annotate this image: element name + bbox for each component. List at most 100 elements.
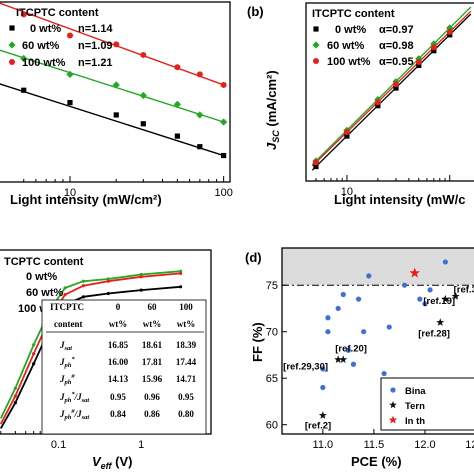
panel-b-ylabel-unit: (mA/cm²)	[264, 70, 279, 130]
panel-c-table-header: content	[54, 319, 83, 329]
panel-c-point	[13, 394, 17, 398]
panel-b-point	[312, 159, 319, 166]
panel-d-legend-label: In th	[405, 416, 425, 427]
panel-c-table-value: 16.85	[108, 340, 129, 350]
panel-d-ternary-point	[318, 411, 327, 419]
panel-d-ref-label: [ref.29,30]	[283, 362, 328, 373]
panel-a-frame	[0, 1, 231, 183]
panel-b-ylabel: JSC (mA/cm²)	[264, 70, 281, 150]
panel-c-point	[139, 272, 143, 277]
panel-b-point	[446, 28, 453, 35]
panel-b-legend-name: 100 wt%	[327, 56, 371, 68]
panel-b-frame	[305, 2, 474, 182]
panel-d-legend-marker	[388, 415, 398, 424]
panel-a-point	[20, 11, 27, 18]
panel-b-fit-line-1	[311, 6, 472, 166]
panel-c-point	[32, 362, 36, 366]
panel-c-table-row-label: Jph#/Jsat	[59, 408, 89, 421]
panel-c-table-header: wt%	[109, 319, 128, 329]
panel-d-binary-point	[401, 282, 408, 288]
panel-b-legend-annotation: α=0.95	[379, 56, 414, 68]
panel-c-point	[81, 279, 86, 283]
panel-c-xtick-label: 0.1	[51, 439, 66, 451]
panel-c-table-header: 100	[179, 302, 193, 312]
panel-a-point	[140, 51, 147, 58]
panel-d-legend-marker	[389, 401, 397, 409]
panel-b-point	[393, 85, 399, 91]
panel-d-legend: Bina Tern In th	[380, 377, 474, 431]
panel-b-point	[375, 103, 381, 109]
panel-c-table-header: 60	[148, 302, 158, 312]
panel-b-legend-marker	[313, 26, 319, 32]
panel-b-point	[415, 58, 422, 65]
panel-b-fit-line-2	[311, 10, 472, 167]
panel-d-binary-point	[340, 291, 346, 298]
panel-d-binary-point	[366, 273, 372, 279]
panel-c-point	[32, 352, 36, 356]
panel-b-xlabel: Light intensity (mW/c	[334, 192, 465, 207]
panel-a-point	[67, 99, 73, 106]
panel-b-point	[430, 44, 437, 51]
panel-a-fit-line-0	[0, 83, 224, 157]
panel-c-table-value: 16.00	[108, 357, 129, 367]
panel-c-point	[139, 275, 143, 279]
panel-c-point	[106, 279, 110, 283]
panel-c-table-value: 0.80	[178, 409, 194, 419]
panel-d-binary-point	[427, 287, 433, 293]
panel-d-ylabel: FF (%)	[250, 322, 265, 362]
panel-c-table-value: 0.95	[110, 392, 126, 402]
panel-c-xlabel-main: V	[92, 454, 102, 469]
panel-c-legend-name: 0 wt%	[26, 271, 57, 283]
panel-d-ytick-label: 60	[266, 420, 278, 432]
panel-d-shaded-region	[282, 248, 474, 286]
panel-a-legend-name: 60 wt%	[22, 40, 60, 52]
panel-c-point	[139, 288, 143, 292]
panel-d-binary-point	[325, 315, 331, 321]
panel-d-this-work-point	[409, 267, 420, 278]
panel-c-xlabel-sub: eff	[101, 461, 113, 471]
panel-b-point	[313, 163, 319, 170]
panel-b-legend-title: ITCPTC content	[312, 8, 395, 20]
panel-d-ytick-label: 70	[266, 327, 278, 339]
panel-b-ylabel-main: J	[264, 142, 279, 150]
panel-a-point	[197, 144, 203, 150]
panel-d-ternary-point	[451, 292, 460, 300]
panel-c-table-row-label: Jsat	[59, 340, 72, 352]
panel-c-table: ITCPTC 0 60 100 content wt% wt% wt% Jsat 16.85 18.…	[41, 299, 207, 435]
panel-d-ref-label: [ref.20]	[335, 344, 367, 355]
panel-d-ytick-label: 75	[266, 280, 278, 292]
panel-c-point	[13, 386, 17, 390]
panel-b-point	[415, 55, 423, 63]
panel-a-point	[220, 81, 227, 88]
panel-d-legend-label: Tern	[405, 401, 425, 412]
panel-a-legend-marker	[8, 41, 16, 49]
panel-a-point	[113, 41, 120, 48]
panel-c-table-value: 14.13	[108, 374, 129, 384]
panel-d-binary-point	[335, 305, 341, 312]
panel-c-legend-title: TCPTC content	[4, 256, 84, 268]
panel-a-point	[66, 70, 74, 78]
panel-a-point	[21, 87, 27, 93]
panel-a-point	[140, 121, 146, 127]
panel-c-point	[178, 271, 183, 276]
panel-d-binary-point	[361, 329, 367, 335]
panel-c-table-row-label: Jph#	[59, 373, 75, 386]
panel-c-point	[178, 269, 183, 273]
panel-d-xtick-label: 11.0	[313, 439, 334, 451]
panel-b-point	[431, 48, 437, 54]
panel-b-ylabel-sub: SC	[271, 130, 281, 143]
panel-d-legend-marker	[390, 387, 396, 393]
panel-b-legend-name: 60 wt%	[327, 40, 365, 52]
panel-a-point	[221, 152, 227, 159]
panel-c-point	[63, 293, 67, 297]
panel-c-legend-name: 60 wt%	[26, 287, 64, 299]
panel-c-table-value: 17.81	[142, 357, 163, 367]
panel-c-table-row-label: Jph*	[59, 356, 75, 369]
panel-c-table-value: 17.44	[176, 357, 197, 367]
panel-a-legend-marker	[9, 59, 15, 65]
panel-c-point	[81, 284, 86, 288]
panel-d-ternary-point	[334, 355, 343, 363]
panel-a-legend-name: 0 wt%	[30, 23, 61, 35]
panel-b-point	[392, 81, 399, 88]
